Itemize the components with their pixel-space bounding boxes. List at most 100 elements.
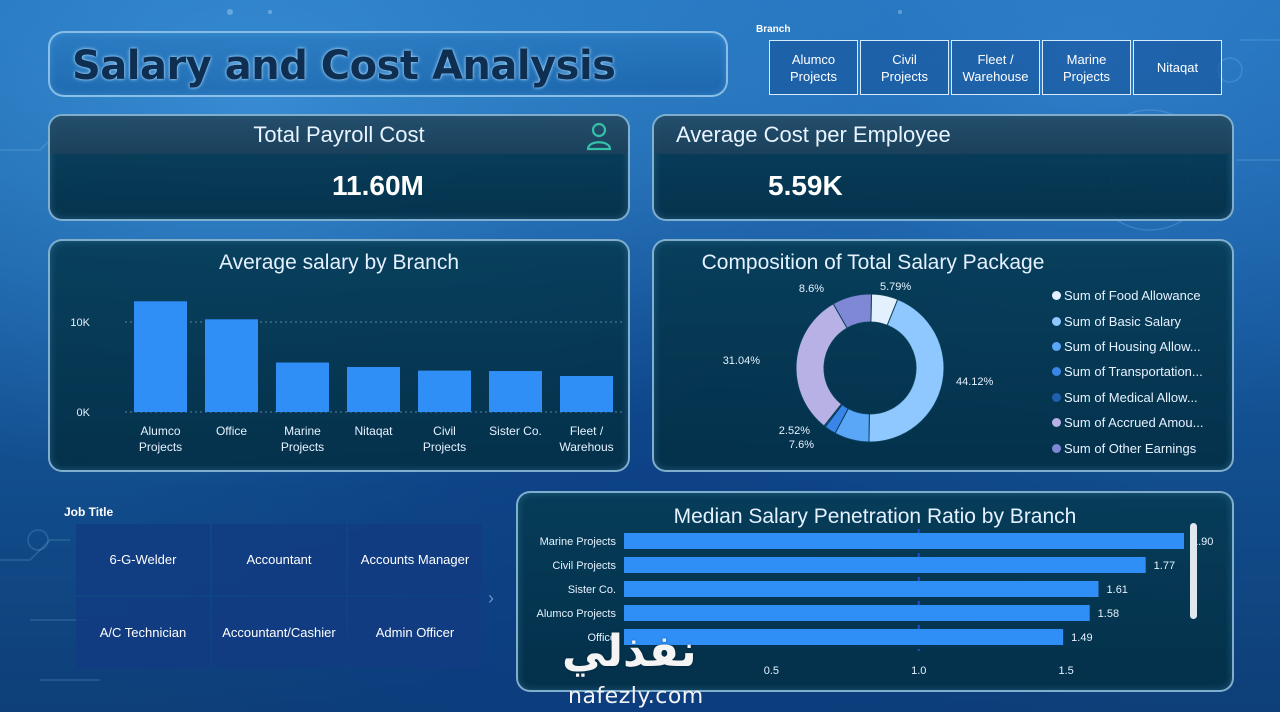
x-tick-label: Marine [284, 424, 321, 438]
y-tick-label: 0K [77, 407, 91, 419]
total-payroll-title: Total Payroll Cost [50, 116, 628, 154]
branch-option-alumco-projects[interactable]: Alumco Projects [769, 40, 858, 95]
salary-composition-legend: Sum of Food Allowance Sum of Basic Salary… [1052, 283, 1203, 461]
data-label: 1.49 [1071, 632, 1092, 644]
bar[interactable] [205, 319, 258, 412]
donut-slice[interactable] [868, 298, 945, 443]
job-option-accounts-manager[interactable]: Accounts Manager [348, 524, 482, 595]
bar[interactable] [624, 581, 1099, 597]
average-cost-value: 5.59K [768, 170, 843, 201]
x-tick-label: Projects [423, 440, 466, 454]
branch-option-fleet-warehouse[interactable]: Fleet / Warehouse [951, 40, 1040, 95]
legend-item[interactable]: Sum of Other Earnings [1052, 435, 1203, 460]
y-tick-label: Alumco Projects [537, 608, 617, 620]
job-title-slicer-label: Job Title [64, 505, 114, 519]
donut-slice[interactable] [832, 293, 872, 329]
legend-item[interactable]: Sum of Transportation... [1052, 359, 1203, 384]
legend-marker [1052, 443, 1061, 453]
job-option-admin-officer[interactable]: Admin Officer [348, 597, 482, 668]
total-payroll-value: 11.60M [332, 170, 424, 201]
watermark-arabic: نفذلي [562, 626, 697, 677]
legend-marker [1052, 367, 1061, 377]
x-tick-label: 1.0 [911, 665, 926, 677]
legend-item[interactable]: Sum of Basic Salary [1052, 308, 1203, 333]
branch-option-nitaqat[interactable]: Nitaqat [1133, 40, 1222, 95]
x-tick-label: Office [216, 424, 247, 438]
job-option-ac-technician[interactable]: A/C Technician [76, 597, 210, 668]
donut-slice[interactable] [795, 303, 848, 427]
job-option-accountant-cashier[interactable]: Accountant/Cashier [212, 597, 346, 668]
branch-option-marine-projects[interactable]: Marine Projects [1042, 40, 1131, 95]
legend-item[interactable]: Sum of Medical Allow... [1052, 385, 1203, 410]
legend-label: Sum of Medical Allow... [1064, 389, 1198, 405]
bar[interactable] [276, 362, 329, 413]
person-icon [586, 122, 612, 151]
median-salary-bars: Marine Projects 1.90 Civil Projects 1.77 Sis… [537, 529, 1213, 677]
bar[interactable] [134, 301, 187, 412]
x-tick-label: 1.5 [1058, 665, 1073, 677]
bar[interactable] [560, 376, 613, 412]
x-tick-label: Fleet / [570, 424, 604, 438]
legend-marker [1052, 392, 1061, 402]
salary-composition-chart: Composition of Total Salary Package 5.79… [652, 239, 1234, 472]
legend-item[interactable]: Sum of Housing Allow... [1052, 334, 1203, 359]
data-label: 1.61 [1107, 584, 1128, 596]
donut-data-label: 44.12% [956, 376, 994, 388]
legend-label: Sum of Basic Salary [1064, 313, 1182, 329]
y-tick-label: 10K [70, 317, 90, 329]
bar[interactable] [624, 557, 1146, 573]
salary-composition-chart-title: Composition of Total Salary Package [701, 251, 1045, 274]
donut-data-label: 7.6% [789, 439, 814, 451]
job-title-slicer: 6-G-Welder Accountant Accounts Manager A… [76, 524, 482, 670]
y-tick-label: Sister Co. [568, 584, 616, 596]
legend-marker [1052, 316, 1061, 326]
branch-slicer-label: Branch [756, 24, 791, 35]
data-label: 1.90 [1192, 536, 1213, 548]
page-title: Salary and Cost Analysis [72, 43, 616, 89]
bar[interactable] [418, 370, 471, 412]
x-tick-label: 0.5 [764, 665, 779, 677]
y-tick-label: Office [587, 632, 616, 644]
bar[interactable] [347, 367, 400, 412]
data-label: 1.77 [1154, 560, 1175, 572]
average-salary-bars: 0K 10K Alumco Projects Office Marine Projects N… [70, 301, 622, 454]
branch-option-civil-projects[interactable]: Civil Projects [860, 40, 949, 95]
job-option-6-g-welder[interactable]: 6-G-Welder [76, 524, 210, 595]
title-banner: Salary and Cost Analysis [48, 31, 728, 97]
average-cost-title: Average Cost per Employee [654, 116, 1232, 154]
vertical-scrollbar[interactable] [1190, 523, 1197, 619]
donut-data-label: 2.52% [779, 425, 810, 437]
legend-marker [1052, 341, 1061, 351]
donut-data-label: 31.04% [723, 355, 761, 367]
legend-label: Sum of Other Earnings [1064, 440, 1197, 456]
y-tick-label: Marine Projects [540, 536, 617, 548]
x-tick-label: Warehous [559, 440, 613, 454]
average-salary-chart-title: Average salary by Branch [218, 251, 460, 274]
salary-composition-donut: 5.79% 44.12% 7.6% 2.52% 31.04% 8.6% [723, 281, 994, 451]
legend-item[interactable]: Sum of Food Allowance [1052, 283, 1203, 308]
bar[interactable] [624, 533, 1184, 549]
bar[interactable] [624, 605, 1090, 621]
watermark-domain: nafezly.com [568, 684, 704, 709]
bar[interactable] [489, 371, 542, 412]
legend-label: Sum of Transportation... [1064, 364, 1203, 380]
average-salary-by-branch-chart: Average salary by Branch 0K 10K Alumco Proj… [48, 239, 630, 472]
donut-data-label: 8.6% [799, 283, 824, 295]
legend-marker [1052, 291, 1061, 301]
x-tick-label: Projects [139, 440, 182, 454]
x-tick-label: Nitaqat [354, 424, 393, 438]
x-tick-label: Projects [281, 440, 324, 454]
job-option-accountant[interactable]: Accountant [212, 524, 346, 595]
legend-label: Sum of Food Allowance [1064, 288, 1201, 304]
branch-slicer: Alumco Projects Civil Projects Fleet / W… [769, 40, 1222, 95]
total-payroll-card: Total Payroll Cost 11.60M [48, 114, 630, 221]
median-salary-penetration-chart: Median Salary Penetration Ratio by Branc… [516, 491, 1234, 692]
legend-label: Sum of Housing Allow... [1064, 338, 1201, 354]
chevron-right-icon[interactable]: › [488, 588, 494, 608]
legend-marker [1052, 418, 1061, 428]
x-tick-label: Alumco [140, 424, 180, 438]
bar[interactable] [624, 629, 1064, 645]
donut-data-label: 5.79% [880, 281, 911, 293]
legend-item[interactable]: Sum of Accrued Amou... [1052, 410, 1203, 435]
data-label: 1.58 [1098, 608, 1119, 620]
